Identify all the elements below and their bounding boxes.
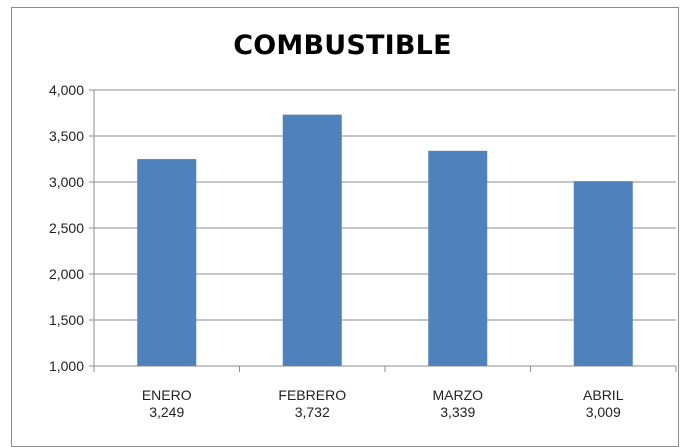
bar-febrero (282, 114, 342, 366)
category-label: FEBRERO (278, 387, 346, 403)
y-tick-label: 3,000 (49, 174, 84, 190)
bars (137, 114, 633, 366)
chart-frame (11, 7, 679, 447)
chart-title: COMBUSTIBLE (233, 30, 452, 61)
category-label: MARZO (432, 387, 483, 403)
category-label: ENERO (142, 387, 192, 403)
category-value-label: 3,249 (149, 404, 184, 420)
y-tick-label: 3,500 (49, 128, 84, 144)
bar-marzo (428, 150, 488, 366)
y-tick-label: 1,000 (49, 358, 84, 374)
y-tick-label: 2,500 (49, 220, 84, 236)
y-tick-label: 2,000 (49, 266, 84, 282)
category-value-label: 3,339 (440, 404, 475, 420)
bar-chart: 1,000 1,500 2,000 2,500 3,000 3,500 4,000 ENERO… (49, 82, 677, 420)
category-value-label: 3,732 (295, 404, 330, 420)
category-value-label: 3,009 (586, 404, 621, 420)
category-label: ABRIL (583, 387, 624, 403)
y-tick-label: 1,500 (49, 312, 84, 328)
bar-abril (573, 181, 633, 366)
y-tick-label: 4,000 (49, 82, 84, 98)
labels: 1,000 1,500 2,000 2,500 3,000 3,500 4,000 ENERO… (49, 82, 624, 420)
bar-enero (137, 159, 197, 366)
